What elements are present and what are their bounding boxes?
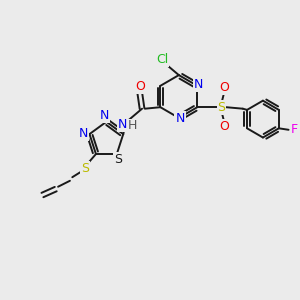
Text: N: N (194, 78, 203, 92)
Text: Cl: Cl (156, 53, 168, 66)
Text: S: S (218, 101, 226, 114)
Text: S: S (81, 162, 89, 175)
Text: O: O (135, 80, 145, 94)
Text: N: N (100, 109, 110, 122)
Text: S: S (114, 153, 122, 166)
Text: O: O (219, 81, 229, 94)
Text: F: F (291, 123, 298, 136)
Text: N: N (118, 118, 128, 130)
Text: N: N (175, 112, 185, 125)
Text: N: N (78, 127, 88, 140)
Text: O: O (219, 120, 229, 133)
Text: H: H (128, 119, 137, 132)
